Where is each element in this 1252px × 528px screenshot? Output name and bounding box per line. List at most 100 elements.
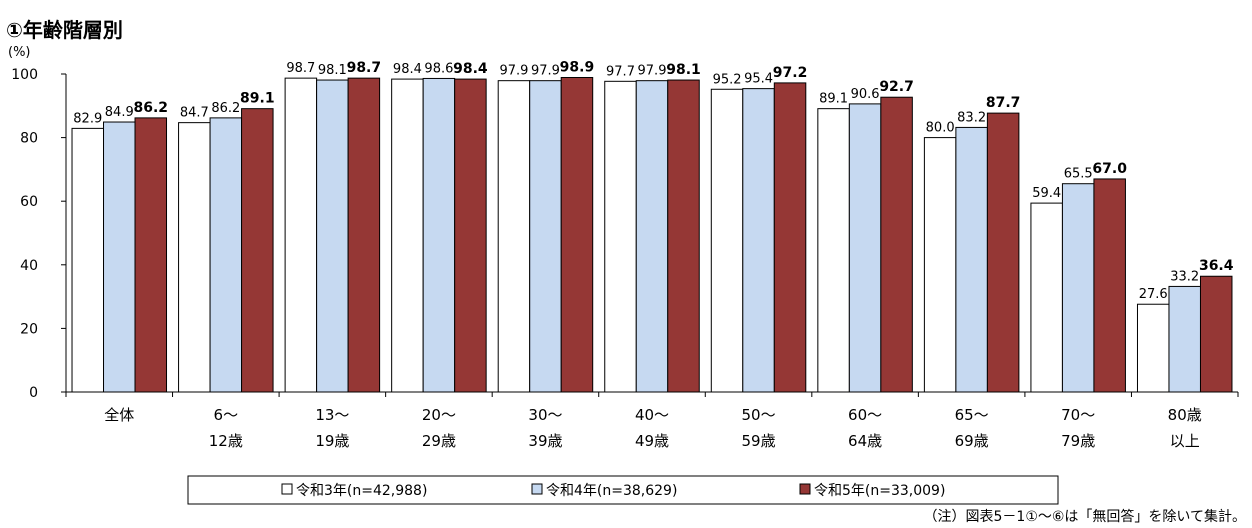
data-label: 97.9 — [531, 64, 560, 79]
data-label: 98.1 — [666, 62, 701, 78]
data-label: 36.4 — [1199, 258, 1234, 274]
bar — [773, 82, 807, 393]
x-tick-label: 80歳 — [1168, 406, 1202, 424]
bar — [134, 117, 168, 393]
bar — [497, 80, 531, 393]
data-label: 33.2 — [1170, 269, 1199, 284]
bar — [422, 77, 456, 393]
data-label: 84.9 — [105, 105, 134, 120]
data-label: 90.6 — [851, 87, 880, 102]
legend-label: 令和4年(n=38,629) — [546, 483, 677, 499]
data-label: 65.5 — [1064, 167, 1093, 182]
footnote: （注）図表5－1①～⑥は「無回答」を除いて集計。 — [923, 509, 1247, 525]
data-label: 95.2 — [713, 72, 742, 87]
bar — [986, 112, 1020, 393]
bar — [923, 137, 957, 393]
legend-swatch — [531, 483, 543, 495]
x-tick-label: 69歳 — [955, 432, 989, 450]
bar — [1093, 178, 1126, 393]
legend-label: 令和3年(n=42,988) — [296, 483, 427, 499]
bar — [1199, 275, 1233, 393]
data-label: 97.9 — [499, 64, 528, 79]
y-tick-label: 100 — [11, 67, 38, 83]
bar — [955, 126, 988, 393]
x-tick-label: 59歳 — [741, 432, 775, 450]
data-label: 92.7 — [879, 79, 914, 95]
bar — [742, 88, 775, 393]
data-label: 98.4 — [393, 62, 422, 77]
x-tick-label: 12歳 — [209, 432, 243, 450]
bar — [1061, 183, 1095, 393]
bar — [1136, 303, 1170, 393]
bar — [178, 122, 211, 393]
x-tick-label: 19歳 — [315, 432, 349, 450]
x-tick-label: 50～ — [741, 406, 775, 424]
x-tick-label: 70～ — [1061, 406, 1095, 424]
data-label: 87.7 — [986, 95, 1021, 111]
bar — [880, 96, 913, 393]
data-label: 98.7 — [286, 61, 315, 76]
bar — [848, 103, 882, 393]
bar — [529, 80, 562, 393]
data-label: 82.9 — [73, 111, 102, 126]
x-tick-label: 40～ — [635, 406, 669, 424]
bar — [710, 88, 744, 393]
data-label: 59.4 — [1032, 186, 1061, 201]
data-label: 97.7 — [606, 64, 635, 79]
bar — [454, 78, 487, 393]
bar — [667, 79, 700, 393]
x-tick-label: 6～ — [214, 406, 239, 424]
x-tick-label: 29歳 — [422, 432, 456, 450]
data-label: 80.0 — [926, 121, 955, 136]
bar — [71, 127, 105, 393]
x-tick-label: 64歳 — [848, 432, 882, 450]
y-tick-label: 40 — [20, 258, 38, 274]
legend — [187, 475, 1059, 505]
bar — [1168, 285, 1201, 393]
legend-swatch — [281, 483, 293, 495]
page-title: ①年齢階層別 — [6, 18, 123, 42]
bar — [209, 117, 243, 393]
data-label: 86.2 — [133, 100, 168, 116]
data-label: 83.2 — [957, 110, 986, 125]
bar — [241, 108, 274, 393]
data-label: 86.2 — [211, 101, 240, 116]
data-label: 98.1 — [318, 63, 347, 78]
x-tick-label: 49歳 — [635, 432, 669, 450]
x-tick-label: 20～ — [422, 406, 456, 424]
bar — [635, 80, 669, 393]
y-tick-label: 80 — [20, 131, 38, 147]
bar — [604, 80, 637, 393]
data-label: 98.9 — [560, 59, 595, 75]
x-tick-label: 以上 — [1170, 432, 1200, 450]
data-label: 84.7 — [180, 106, 209, 121]
data-label: 27.6 — [1139, 287, 1168, 302]
x-tick-label: 79歳 — [1061, 432, 1095, 450]
y-tick-label: 20 — [20, 321, 38, 337]
bar — [560, 76, 594, 393]
x-tick-label: 全体 — [104, 406, 134, 424]
x-tick-label: 60～ — [848, 406, 882, 424]
bar — [817, 108, 850, 393]
data-label: 97.9 — [638, 64, 667, 79]
bar — [284, 77, 318, 393]
y-axis-unit-label: (%) — [8, 45, 31, 60]
legend-swatch — [799, 483, 811, 495]
x-tick-label: 65～ — [955, 406, 989, 424]
x-tick-label: 39歳 — [528, 432, 562, 450]
data-label: 97.2 — [773, 65, 808, 81]
data-label: 95.4 — [744, 72, 773, 87]
data-label: 67.0 — [1092, 161, 1127, 177]
y-tick-label: 0 — [29, 385, 38, 401]
bar — [347, 77, 381, 393]
x-tick-label: 30～ — [528, 406, 562, 424]
data-label: 98.7 — [347, 60, 382, 76]
legend-label: 令和5年(n=33,009) — [814, 483, 945, 499]
data-label: 89.1 — [240, 91, 275, 107]
data-label: 89.1 — [819, 92, 848, 107]
bar — [1030, 202, 1063, 393]
bar — [391, 78, 424, 393]
data-label: 98.6 — [424, 61, 453, 76]
data-label: 98.4 — [453, 61, 488, 77]
